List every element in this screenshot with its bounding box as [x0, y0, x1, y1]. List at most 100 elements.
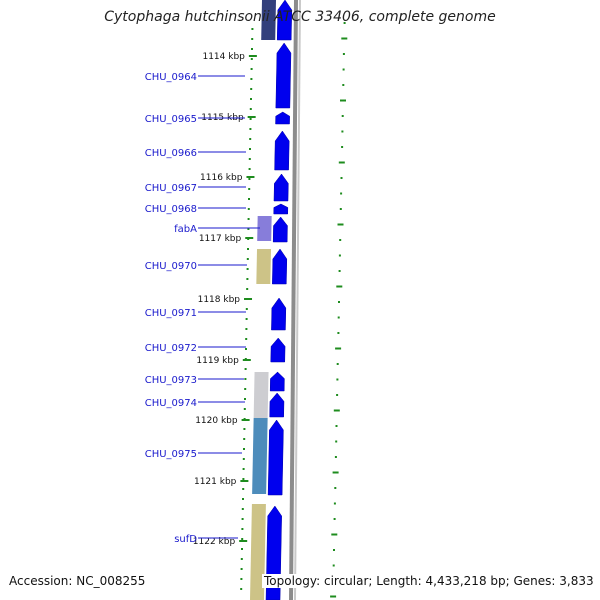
- inner-tick-dot: [251, 28, 254, 30]
- inner-tick-dot: [241, 518, 244, 520]
- outer-tick-dot: [334, 487, 337, 489]
- inner-tick-dot: [250, 88, 253, 90]
- inner-tick-dot: [245, 328, 248, 330]
- inner-tick-dot: [250, 68, 253, 70]
- outer-tick-dot: [341, 37, 348, 40]
- outer-tick-dot: [333, 549, 335, 551]
- inner-tick-dot: [242, 498, 244, 500]
- inner-tick-dot: [245, 348, 247, 350]
- cds-arrow: [267, 419, 284, 496]
- kbp-tick-label: 1121 kbp: [194, 477, 237, 487]
- outer-tick-dot: [338, 270, 341, 272]
- inner-tick-dot: [244, 398, 246, 400]
- inner-tick-dot: [249, 118, 252, 120]
- outer-tick-dot: [336, 378, 339, 381]
- gene-label: CHU_0967: [145, 183, 197, 194]
- inner-tick-dot: [248, 158, 251, 160]
- outer-tick-dot: [332, 471, 339, 474]
- inner-tick-dot: [249, 148, 251, 150]
- kbp-tick-mark: [240, 480, 249, 482]
- outer-tick-dot: [337, 223, 344, 226]
- outer-tick-dot: [331, 533, 338, 536]
- outer-tick-dot: [335, 347, 342, 350]
- outer-tick-dot: [333, 518, 336, 520]
- inner-tick-dot: [251, 48, 253, 50]
- inner-tick-dot: [246, 288, 249, 290]
- gene-label: CHU_0971: [145, 308, 197, 319]
- inner-tick-dot: [242, 488, 245, 490]
- inner-tick-dot: [241, 528, 244, 530]
- inner-tick-dot: [240, 558, 243, 560]
- outer-tick-dot: [336, 394, 339, 396]
- inner-tick-dot: [243, 428, 246, 430]
- outer-tick-dot: [341, 115, 344, 117]
- inner-tick-dot: [241, 548, 243, 550]
- inner-tick-dot: [246, 268, 249, 270]
- kbp-tick-mark: [247, 116, 256, 118]
- inner-tick-dot: [248, 188, 251, 190]
- cds-arrow: [272, 248, 288, 285]
- outer-tick-dot: [337, 332, 340, 334]
- kbp-tick-mark: [241, 419, 250, 421]
- outer-tick-dot: [340, 177, 343, 179]
- inner-tick-dot: [248, 168, 251, 170]
- outer-tick-dot: [341, 146, 344, 148]
- cds-arrow: [276, 0, 293, 41]
- gene-label: CHU_0964: [145, 72, 197, 83]
- gene-label: CHU_0970: [145, 261, 197, 272]
- inner-tick-dot: [241, 508, 244, 510]
- inner-tick-dot: [241, 538, 244, 540]
- outer-tick-dot: [335, 440, 338, 443]
- inner-tick-dot: [249, 108, 252, 110]
- outer-tick-dot: [333, 409, 340, 412]
- outer-tick-dot: [332, 564, 335, 567]
- cds-arrow: [273, 203, 289, 215]
- accession-label: Accession: NC_008255: [9, 574, 146, 588]
- outer-tick-dot: [343, 22, 346, 24]
- feature-block-grey: [253, 372, 269, 418]
- inner-tick-dot: [240, 568, 243, 570]
- inner-tick-dot: [244, 368, 247, 370]
- outer-tick-dot: [339, 208, 342, 210]
- gene-label: fabA: [174, 224, 197, 235]
- outer-tick-dot: [333, 502, 336, 505]
- cds-arrow: [269, 392, 285, 418]
- cds-arrow: [275, 42, 292, 109]
- outer-tick-dot: [337, 316, 340, 319]
- backbone-ring: [289, 0, 298, 600]
- inner-tick-dot: [240, 578, 243, 580]
- inner-tick-dot: [249, 138, 252, 140]
- inner-tick-dot: [247, 228, 250, 230]
- inner-tick-dot: [248, 198, 250, 200]
- outer-tick-dot: [342, 68, 345, 71]
- inner-tick-dot: [250, 58, 253, 60]
- outer-tick-dot: [335, 425, 338, 427]
- inner-tick-dot: [242, 458, 245, 460]
- feature-block-fabA: [257, 216, 272, 241]
- gene-label: CHU_0974: [145, 398, 197, 409]
- feature-block-khaki-lower: [250, 504, 266, 600]
- inner-tick-dot: [244, 378, 247, 380]
- inner-tick-dot: [245, 308, 248, 310]
- kbp-tick-mark: [248, 55, 257, 57]
- inner-tick-dot: [247, 248, 249, 250]
- kbp-tick-mark: [242, 359, 251, 361]
- kbp-tick-label: 1118 kbp: [198, 295, 241, 305]
- inner-tick-dot: [243, 448, 245, 450]
- feature-block-khaki: [256, 249, 272, 284]
- kbp-tick-mark: [245, 237, 254, 239]
- kbp-tick-mark: [239, 540, 248, 542]
- outer-tick-dot: [338, 254, 341, 257]
- cds-arrow: [272, 216, 288, 243]
- gene-label: CHU_0972: [145, 343, 197, 354]
- gene-label: CHU_0973: [145, 375, 197, 386]
- inner-tick-dot: [243, 408, 246, 410]
- cds-arrow: [270, 337, 286, 363]
- kbp-tick-label: 1122 kbp: [193, 537, 236, 547]
- inner-tick-dot: [247, 208, 250, 210]
- topology-label: Topology: circular; Length: 4,433,218 bp…: [262, 574, 596, 588]
- inner-tick-dot: [249, 128, 252, 130]
- inner-tick-dot: [243, 438, 246, 440]
- inner-tick-dot: [251, 38, 254, 40]
